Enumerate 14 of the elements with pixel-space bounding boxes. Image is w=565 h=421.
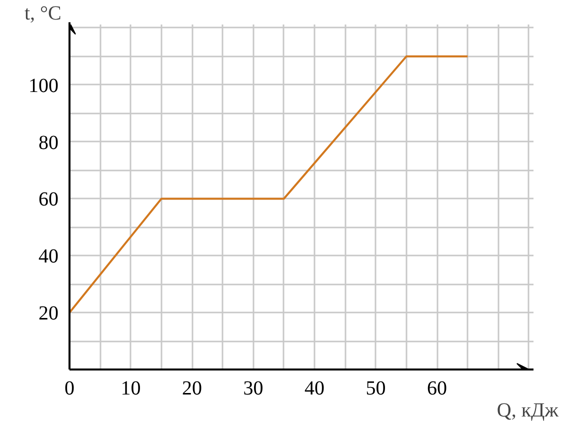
x-tick-label: 30 (243, 378, 264, 400)
x-tick-label: 20 (182, 378, 202, 400)
x-tick-label: 40 (304, 378, 325, 400)
x-tick-label: 60 (427, 378, 448, 400)
x-axis-title: Q, кДж (496, 400, 559, 421)
x-tick-label: 50 (366, 378, 386, 400)
y-tick-label: 20 (38, 302, 58, 325)
y-axis-title: t, °C (24, 2, 62, 24)
y-tick-label: 40 (38, 246, 58, 268)
x-tick-label: 10 (120, 378, 141, 400)
x-tick-label: 0 (64, 378, 74, 400)
y-tick-label: 60 (38, 188, 58, 211)
y-tick-label: 100 (28, 74, 58, 97)
y-tick-label: 80 (38, 132, 58, 154)
